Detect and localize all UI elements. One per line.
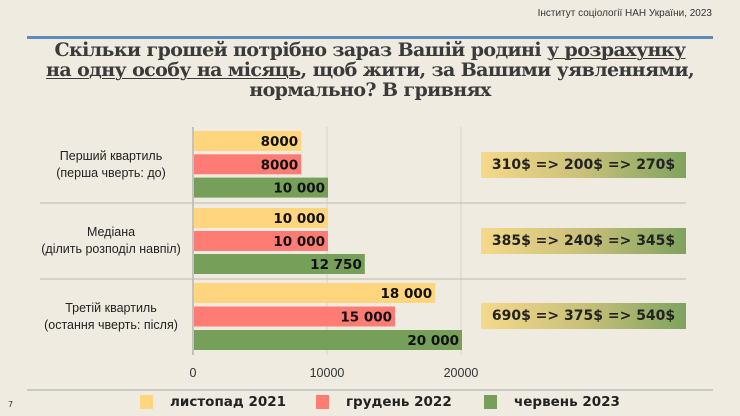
category-line2: (ділить розподіл навпіл) [41,242,181,256]
bar-value-label: 15 000 [340,310,392,326]
bar-value-label: 8000 [261,134,299,150]
title-part-1: Скільки грошей потрібно зараз Вашій роди… [54,39,547,61]
title-underlined: у розрахунку на одну особу на місяць [46,39,686,81]
legend-item: грудень 2022 [316,394,452,410]
category-line1: Перший квартиль [59,149,163,163]
header-divider [27,36,713,39]
usd-annotation: 310$ => 200$ => 270$ [481,152,686,178]
footer-divider [27,389,713,391]
bar [194,283,436,303]
bar-value-label: 10 000 [273,234,325,250]
bar [194,231,328,251]
category-line1: Третій квартиль [65,301,157,315]
bar [194,131,302,151]
bar-value-label: 12 750 [310,257,362,273]
category-line2: (остання чверть: після) [44,318,178,332]
legend-swatch [140,395,153,409]
bar [194,254,365,274]
bar-value-label: 10 000 [273,181,325,197]
bar-value-label: 18 000 [381,286,433,302]
legend-swatch [484,395,497,409]
x-tick-label: 0 [190,366,197,380]
chart-title: Скільки грошей потрібно зараз Вашій роди… [40,40,700,100]
bar [194,177,328,198]
source-label: Інститут соціології НАН України, 2023 [537,8,712,19]
bar-value-label: 10 000 [273,211,325,227]
legend-swatch [316,395,329,409]
legend-label: червень 2023 [514,394,620,410]
legend-label: листопад 2021 [170,394,287,410]
bar [194,306,395,327]
category-line1: Медіана [86,225,136,239]
legend-item: листопад 2021 [140,394,286,410]
legend-item: червень 2023 [484,394,620,410]
category-label: Третій квартиль (остання чверть: після) [40,300,182,334]
page-number: 7 [8,400,14,409]
category-label: Медіана (ділить розподіл навпіл) [40,224,182,258]
title-part-2: , щоб жити, за Вашими уявленнями, нормал… [249,59,694,101]
bar-value-label: 8000 [261,157,299,173]
legend-label: грудень 2022 [346,394,452,410]
bar [194,208,328,228]
x-tick-label: 20000 [444,366,479,380]
bar-value-label: 20 000 [407,333,459,349]
bar [194,330,462,350]
category-label: Перший квартиль (перша чверть: до) [40,148,182,182]
usd-annotation: 385$ => 240$ => 345$ [481,228,686,254]
category-line2: (перша чверть: до) [56,166,166,180]
usd-annotation: 690$ => 375$ => 540$ [481,303,686,329]
bar [194,154,302,175]
x-tick-label: 10000 [310,366,345,380]
